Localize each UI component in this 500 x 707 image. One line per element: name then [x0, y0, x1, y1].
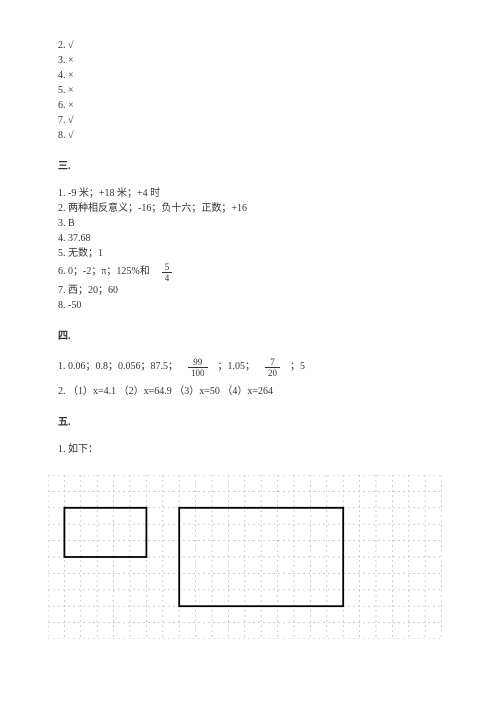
answer-line: 8. √: [58, 128, 450, 143]
answer-line: 4. 37.68: [58, 231, 450, 246]
item6-prefix: 6. 0；-2；π；125%和: [58, 261, 150, 283]
fraction-num: 5: [162, 262, 173, 273]
answer-line: 7. √: [58, 113, 450, 128]
item1-p2: ；1.05；: [218, 356, 256, 378]
section2-tail: 2. √ 3. × 4. × 5. × 6. × 7. √ 8. √: [58, 38, 450, 143]
grid-figure: [48, 475, 450, 639]
section4-body: 1. 0.06；0.8；0.056；87.5； 99 100 ；1.05； 7 …: [58, 356, 450, 399]
answer-line: 5. 无数；1: [58, 246, 450, 261]
answer-line-frac: 1. 0.06；0.8；0.056；87.5； 99 100 ；1.05； 7 …: [58, 356, 450, 378]
section3-header: 三.: [58, 157, 450, 172]
section3-body: 1. -9 米；+18 米；+4 时 2. 两种相反意义；-16；负十六；正数；…: [58, 186, 450, 313]
answer-line: 2. √: [58, 38, 450, 53]
answer-line: 3. B: [58, 216, 450, 231]
answer-line: 1. -9 米；+18 米；+4 时: [58, 186, 450, 201]
item1-p3: ；5: [290, 356, 305, 378]
grid-svg: [48, 475, 442, 639]
fraction-den: 100: [188, 368, 208, 378]
page-content: 2. √ 3. × 4. × 5. × 6. × 7. √ 8. √ 三. 1.…: [0, 0, 500, 659]
fraction: 7 20: [263, 357, 282, 378]
section5-body: 1. 如下：: [58, 442, 450, 457]
fraction-num: 7: [265, 357, 280, 368]
answer-line: 4. ×: [58, 68, 450, 83]
answer-line: 8. -50: [58, 298, 450, 313]
answer-line-frac: 6. 0；-2；π；125%和 5 4: [58, 261, 450, 283]
fraction: 99 100: [186, 357, 210, 378]
item1-p1: 1. 0.06；0.8；0.056；87.5；: [58, 356, 178, 378]
answer-line: 3. ×: [58, 53, 450, 68]
fraction: 5 4: [160, 262, 175, 283]
answer-line: 2. 两种相反意义；-16；负十六；正数；+16: [58, 201, 450, 216]
section4-header: 四.: [58, 327, 450, 342]
fraction-den: 4: [162, 273, 173, 283]
answer-line: 2. （1）x=4.1 （2）x=64.9 （3）x=50 （4）x=264: [58, 384, 450, 399]
answer-line: 5. ×: [58, 83, 450, 98]
fraction-num: 99: [188, 357, 208, 368]
answer-line: 7. 西；20；60: [58, 283, 450, 298]
answer-line: 1. 如下：: [58, 442, 450, 457]
section5-header: 五.: [58, 413, 450, 428]
answer-line: 6. ×: [58, 98, 450, 113]
fraction-den: 20: [265, 368, 280, 378]
